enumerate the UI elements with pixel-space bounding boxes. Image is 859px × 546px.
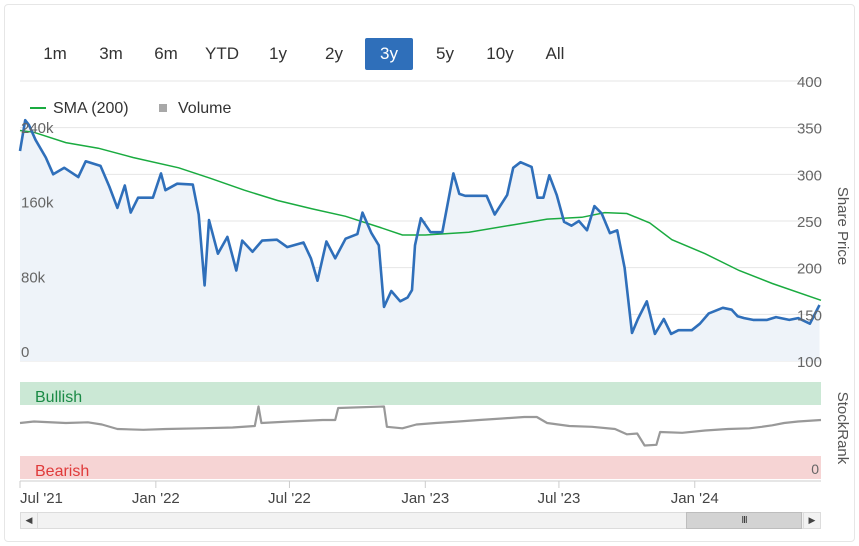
bullish-label: Bullish (35, 389, 82, 406)
date-tick-label: Jul '22 (268, 490, 311, 507)
range-button-1y[interactable]: 1y (269, 44, 287, 63)
sma-200-line (19, 129, 822, 302)
date-tick-label: Jan '22 (132, 490, 180, 507)
scrollbar-track[interactable] (38, 512, 804, 529)
stockrank-axis-title: StockRank (834, 392, 851, 465)
volume-axis-ticks: 0 80k 160k 240k (21, 120, 54, 361)
price-tick-label: 100 (797, 354, 822, 371)
date-axis-ticks: Jul '21 Jan '22 Jul '22 Jan '23 Jul '23 Jan '… (19, 480, 821, 507)
price-area-fill (20, 120, 820, 361)
volume-tick-label: 80k (21, 269, 46, 286)
range-button-1m[interactable]: 1m (43, 44, 67, 63)
volume-tick-label: 160k (21, 195, 54, 212)
share-price-line (18, 118, 821, 336)
scroll-left-button[interactable]: ◀ (20, 512, 38, 529)
range-button-6m[interactable]: 6m (154, 44, 178, 63)
range-button-2y[interactable]: 2y (325, 44, 343, 63)
bearish-band (20, 456, 821, 479)
scrollbar-thumb[interactable]: III (686, 512, 802, 529)
range-button-3y[interactable]: 3y (365, 38, 413, 70)
price-tick-label: 250 (797, 214, 822, 231)
date-tick-label: Jul '21 (20, 490, 63, 507)
date-tick-label: Jan '24 (671, 490, 719, 507)
legend[interactable]: SMA (200) Volume (30, 100, 231, 117)
sma-legend-label[interactable]: SMA (200) (53, 100, 129, 117)
price-tick-label: 200 (797, 261, 822, 278)
volume-tick-label: 240k (21, 120, 54, 137)
scroll-right-button[interactable]: ▶ (803, 512, 821, 529)
chart-frame (4, 4, 855, 542)
date-tick-label: Jul '23 (537, 490, 580, 507)
stockrank-zero-tick: 0 (811, 461, 819, 477)
price-axis-ticks: 400 350 300 250 200 150 100 (797, 74, 822, 371)
volume-legend-swatch (159, 104, 167, 112)
range-button-all[interactable]: All (545, 44, 565, 63)
price-tick-label: 350 (797, 121, 822, 138)
price-tick-label: 400 (797, 74, 822, 91)
range-button-5y[interactable]: 5y (436, 44, 454, 63)
range-button-10y[interactable]: 10y (486, 44, 514, 63)
date-tick-label: Jan '23 (401, 490, 449, 507)
bearish-label: Bearish (35, 463, 89, 480)
price-tick-label: 300 (797, 167, 822, 184)
volume-legend-label[interactable]: Volume (178, 100, 231, 117)
volume-tick-label: 0 (21, 344, 29, 361)
price-tick-label: 150 (797, 307, 822, 324)
stockrank-line (19, 405, 822, 447)
price-axis-title: Share Price (834, 187, 851, 265)
range-button-ytd[interactable]: YTD (205, 44, 239, 63)
range-button-3m[interactable]: 3m (99, 44, 123, 63)
bullish-band (20, 382, 821, 405)
